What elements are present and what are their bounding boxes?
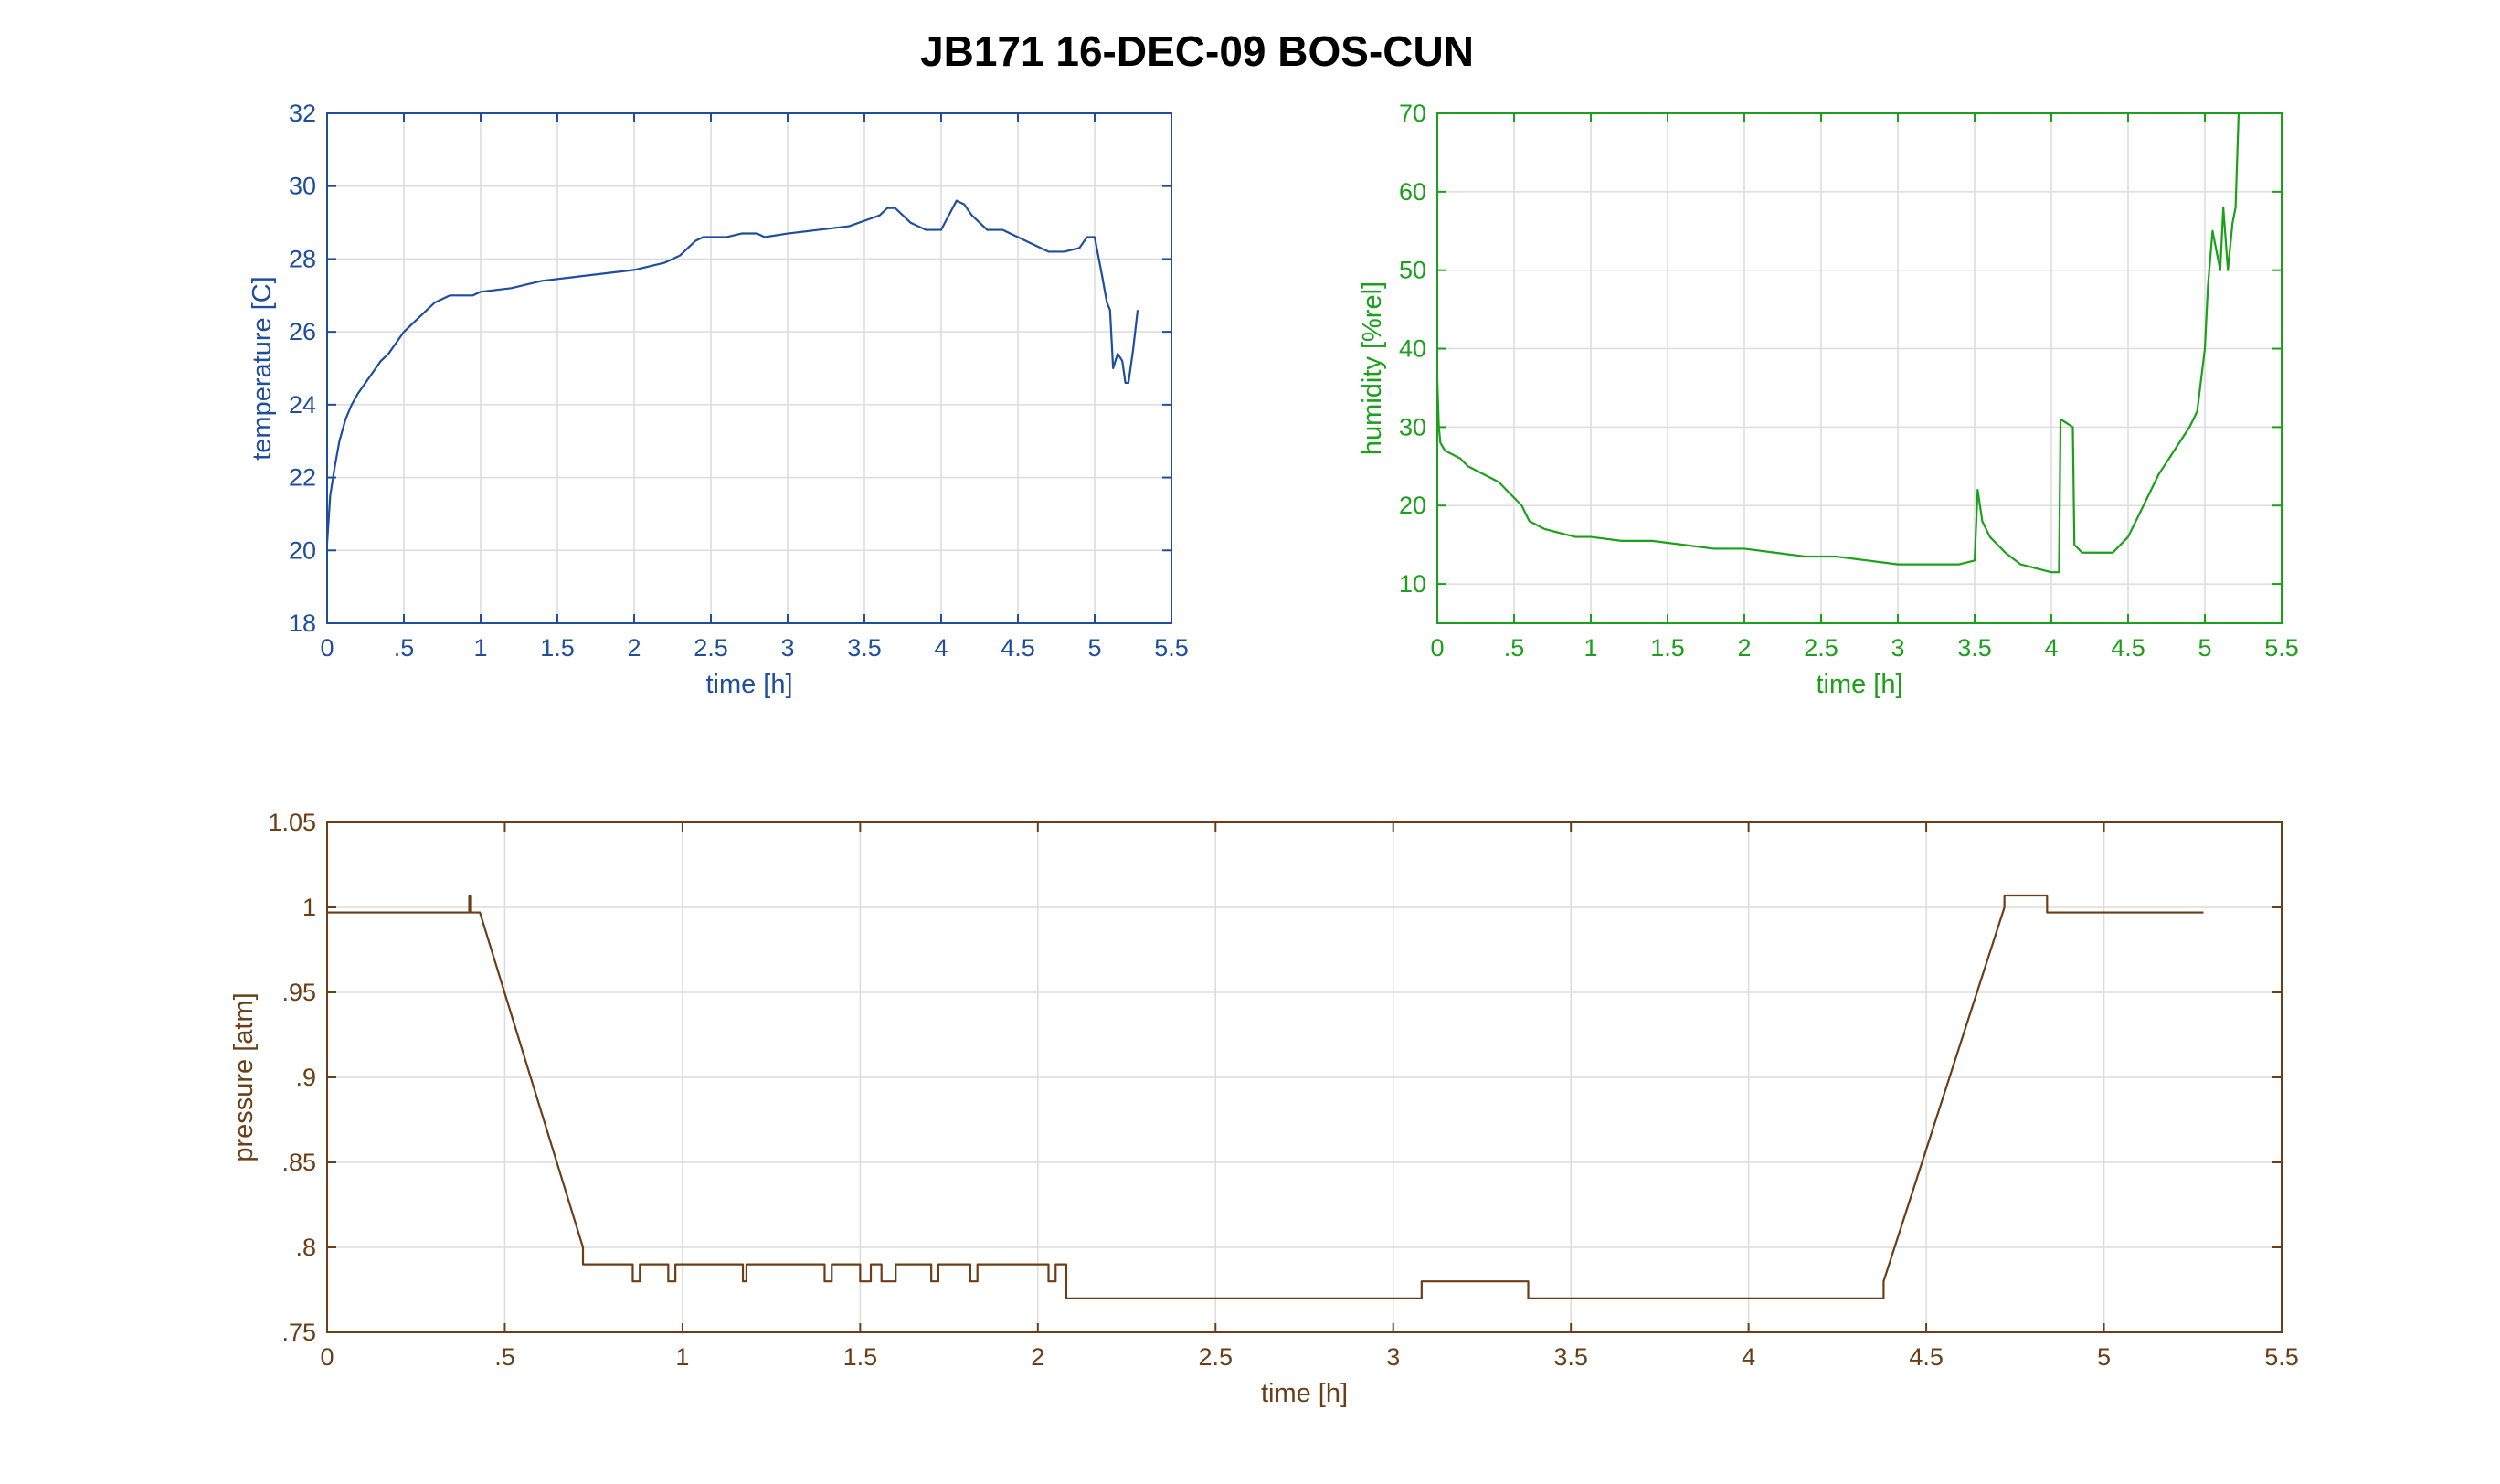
humidity-series-line: [1435, 112, 2240, 574]
x-tick-label: 3: [1386, 1343, 1400, 1371]
x-tick-label: 2: [1031, 1343, 1044, 1371]
y-tick-label: 60: [1399, 178, 1426, 206]
x-tick-label: 1: [675, 1343, 689, 1371]
x-axis-label: time [h]: [705, 670, 792, 699]
y-tick-label: 1.05: [268, 809, 316, 836]
x-tick-label: .5: [494, 1343, 515, 1371]
x-tick-label: 5: [2198, 634, 2211, 662]
x-tick-label: 4.5: [1909, 1343, 1944, 1371]
temperature-series-line: [325, 199, 1139, 544]
x-axis-label: time [h]: [1261, 1379, 1348, 1408]
x-tick-label: .5: [394, 634, 415, 662]
x-tick-label: 1: [1584, 634, 1597, 662]
x-tick-label: 3: [780, 634, 794, 662]
y-tick-label: .9: [295, 1064, 316, 1091]
x-tick-label: 3.5: [1957, 634, 1992, 662]
x-tick-label: 1.5: [540, 634, 575, 662]
x-tick-label: 5: [2097, 1343, 2111, 1371]
x-tick-label: 1.5: [1650, 634, 1685, 662]
y-tick-label: 30: [289, 173, 316, 200]
x-tick-label: 3.5: [847, 634, 882, 662]
y-tick-label: 18: [289, 610, 316, 637]
x-tick-label: 0: [1430, 634, 1444, 662]
x-tick-label: 3.5: [1553, 1343, 1588, 1371]
y-tick-label: 24: [289, 391, 316, 419]
pressure-chart: 0 .5 1 1.5 2 2.5 3 3.5 4 4.5 5 5.5 .75 .8 .85 .9 .95 1 1.0…: [229, 809, 2299, 1408]
y-tick-label: 70: [1399, 100, 1426, 127]
x-tick-label: 1: [473, 634, 487, 662]
y-tick-label: 20: [289, 536, 316, 564]
y-axis-label: pressure [atm]: [229, 992, 259, 1161]
y-tick-label: 30: [1399, 413, 1426, 440]
x-tick-label: 4.5: [1001, 634, 1035, 662]
humidity-chart: 0 .5 1 1.5 2 2.5 3 3.5 4 4.5 5 5.5 10 20 30 40 50 60 70 tim…: [1358, 100, 2299, 699]
y-tick-label: .8: [295, 1234, 316, 1261]
x-tick-label: 2.5: [1804, 634, 1838, 662]
y-tick-label: 20: [1399, 492, 1426, 519]
y-tick-label: 28: [289, 245, 316, 272]
y-tick-label: 26: [289, 318, 316, 345]
y-tick-label: .95: [281, 979, 316, 1006]
y-tick-label: 32: [289, 100, 316, 127]
x-tick-label: 4: [1742, 1343, 1755, 1371]
x-tick-label: 1.5: [843, 1343, 878, 1371]
x-tick-label: 2.5: [1198, 1343, 1233, 1371]
x-tick-label: 5.5: [1154, 634, 1189, 662]
x-tick-label: 4: [934, 634, 948, 662]
temperature-chart: 0 .5 1 1.5 2 2.5 3 3.5 4 4.5 5 5.5 18 20 22 24 26 28 30 32 t…: [248, 100, 1189, 699]
plot-area-frame: [326, 112, 1172, 624]
x-tick-label: 3: [1891, 634, 1904, 662]
y-tick-label: 10: [1399, 570, 1426, 598]
y-tick-label: .75: [281, 1319, 316, 1346]
x-tick-label: 4: [2044, 634, 2058, 662]
x-tick-label: 0: [320, 1343, 334, 1371]
plot-area-frame: [1436, 112, 2283, 624]
y-tick-label: 1: [302, 894, 316, 921]
y-axis-label: temperature [C]: [248, 276, 277, 460]
figure-title: JB171 16-DEC-09 BOS-CUN: [920, 27, 1474, 75]
x-tick-label: 5.5: [2264, 634, 2299, 662]
y-tick-label: .85: [281, 1149, 316, 1176]
y-tick-label: 50: [1399, 257, 1426, 284]
x-tick-label: 4.5: [2111, 634, 2145, 662]
y-axis-label: humidity [%rel]: [1358, 281, 1387, 455]
x-axis-label: time [h]: [1816, 670, 1902, 699]
x-tick-label: 0: [320, 634, 334, 662]
x-tick-label: 5.5: [2264, 1343, 2299, 1371]
x-tick-label: 2.5: [694, 634, 728, 662]
x-tick-label: 2: [1737, 634, 1751, 662]
x-tick-label: 2: [627, 634, 641, 662]
pressure-series-line: [327, 894, 2204, 1299]
x-tick-label: .5: [1504, 634, 1525, 662]
x-tick-label: 5: [1087, 634, 1101, 662]
y-tick-label: 22: [289, 464, 316, 492]
y-tick-label: 40: [1399, 335, 1426, 363]
